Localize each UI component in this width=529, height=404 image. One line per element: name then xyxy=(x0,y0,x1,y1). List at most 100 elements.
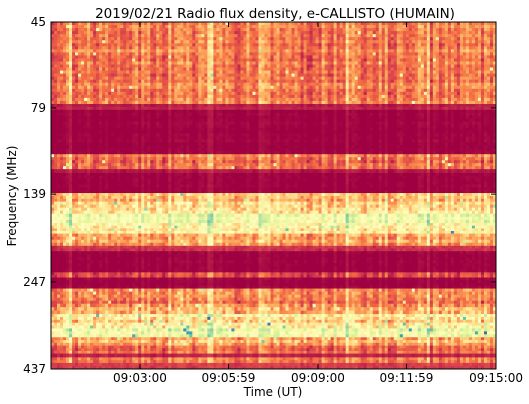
heatmap-cell xyxy=(294,106,298,111)
heatmap-cell xyxy=(300,64,304,68)
heatmap-cell xyxy=(57,37,61,41)
heatmap-cell xyxy=(147,100,151,105)
heatmap-cell xyxy=(84,109,88,114)
heatmap-cell xyxy=(105,112,109,117)
heatmap-cell xyxy=(216,61,220,65)
heatmap-cell xyxy=(408,76,413,81)
heatmap-cell xyxy=(129,115,133,120)
heatmap-cell xyxy=(489,67,494,71)
heatmap-cell xyxy=(111,94,115,99)
heatmap-cell xyxy=(75,82,79,87)
heatmap-cell xyxy=(276,61,280,65)
heatmap-cell xyxy=(192,79,196,84)
heatmap-cell xyxy=(228,94,232,99)
heatmap-cell xyxy=(192,94,196,99)
heatmap-cell xyxy=(114,103,118,108)
heatmap-cell xyxy=(51,37,55,41)
heatmap-cell xyxy=(372,94,377,99)
heatmap-cell xyxy=(60,79,64,84)
heatmap-cell xyxy=(423,25,428,29)
heatmap-cell xyxy=(57,85,61,90)
heatmap-cell xyxy=(276,76,280,81)
heatmap-cell xyxy=(204,76,208,81)
heatmap-cell xyxy=(120,85,124,90)
heatmap-cell xyxy=(120,58,124,62)
heatmap-cell xyxy=(297,25,301,29)
heatmap-cell xyxy=(246,82,250,87)
heatmap-cell xyxy=(147,106,151,111)
heatmap-cell xyxy=(366,106,371,111)
heatmap-cell xyxy=(102,76,106,81)
heatmap-cell xyxy=(207,70,211,75)
heatmap-cell xyxy=(243,76,247,81)
heatmap-cell xyxy=(450,94,455,99)
heatmap-cell xyxy=(72,43,76,47)
heatmap-cell xyxy=(477,28,482,32)
heatmap-cell xyxy=(339,67,344,71)
heatmap-cell xyxy=(228,88,232,93)
heatmap-cell xyxy=(102,79,106,84)
heatmap-cell xyxy=(192,85,196,90)
heatmap-cell xyxy=(189,67,193,71)
heatmap-cell xyxy=(222,118,226,123)
heatmap-cell xyxy=(273,106,277,111)
heatmap-cell xyxy=(231,88,235,93)
heatmap-cell xyxy=(120,28,124,32)
heatmap-cell xyxy=(342,112,347,117)
heatmap-cell xyxy=(258,118,262,123)
heatmap-cell xyxy=(147,70,151,75)
heatmap-cell xyxy=(243,46,247,50)
heatmap-cell xyxy=(171,82,175,87)
heatmap-cell xyxy=(477,61,482,65)
heatmap-cell xyxy=(249,73,253,78)
heatmap-cell xyxy=(297,28,301,32)
heatmap-cell xyxy=(423,97,428,102)
heatmap-cell xyxy=(447,73,452,78)
heatmap-cell xyxy=(270,34,274,38)
heatmap-cell xyxy=(78,34,82,38)
heatmap-cell xyxy=(450,85,455,90)
heatmap-cell xyxy=(327,85,332,90)
heatmap-cell xyxy=(357,43,362,47)
heatmap-cell xyxy=(198,58,202,62)
heatmap-cell xyxy=(87,61,91,65)
heatmap-cell xyxy=(150,73,154,78)
heatmap-cell xyxy=(165,112,169,117)
heatmap-cell xyxy=(351,109,356,114)
heatmap-cell xyxy=(318,40,323,44)
heatmap-cell xyxy=(462,97,467,102)
heatmap-cell xyxy=(78,115,82,120)
heatmap-cell xyxy=(474,100,479,105)
heatmap-cell xyxy=(429,70,434,75)
heatmap-cell xyxy=(273,22,277,26)
heatmap-cell xyxy=(363,67,368,71)
heatmap-cell xyxy=(459,97,464,102)
heatmap-cell xyxy=(210,76,214,81)
heatmap-cell xyxy=(231,91,235,96)
heatmap-cell xyxy=(273,91,277,96)
heatmap-cell xyxy=(87,82,91,87)
heatmap-cell xyxy=(432,61,437,65)
heatmap-cell xyxy=(120,43,124,47)
heatmap-cell xyxy=(312,31,316,35)
heatmap-cell xyxy=(267,118,271,123)
heatmap-cell xyxy=(189,118,193,123)
heatmap-cell xyxy=(195,100,199,105)
heatmap-cell xyxy=(420,115,425,120)
heatmap-cell xyxy=(189,46,193,50)
heatmap-cell xyxy=(378,115,383,120)
heatmap-cell xyxy=(117,82,121,87)
heatmap-cell xyxy=(198,40,202,44)
heatmap-cell xyxy=(264,31,268,35)
heatmap-cell xyxy=(447,88,452,93)
heatmap-cell xyxy=(459,61,464,65)
heatmap-cell xyxy=(87,79,91,84)
heatmap-cell xyxy=(72,94,76,99)
heatmap-cell xyxy=(405,85,410,90)
heatmap-cell xyxy=(123,91,127,96)
heatmap-cell xyxy=(285,112,289,117)
heatmap-cell xyxy=(213,88,217,93)
heatmap-cell xyxy=(90,64,94,68)
heatmap-cell xyxy=(282,82,286,87)
heatmap-cell xyxy=(411,58,416,62)
